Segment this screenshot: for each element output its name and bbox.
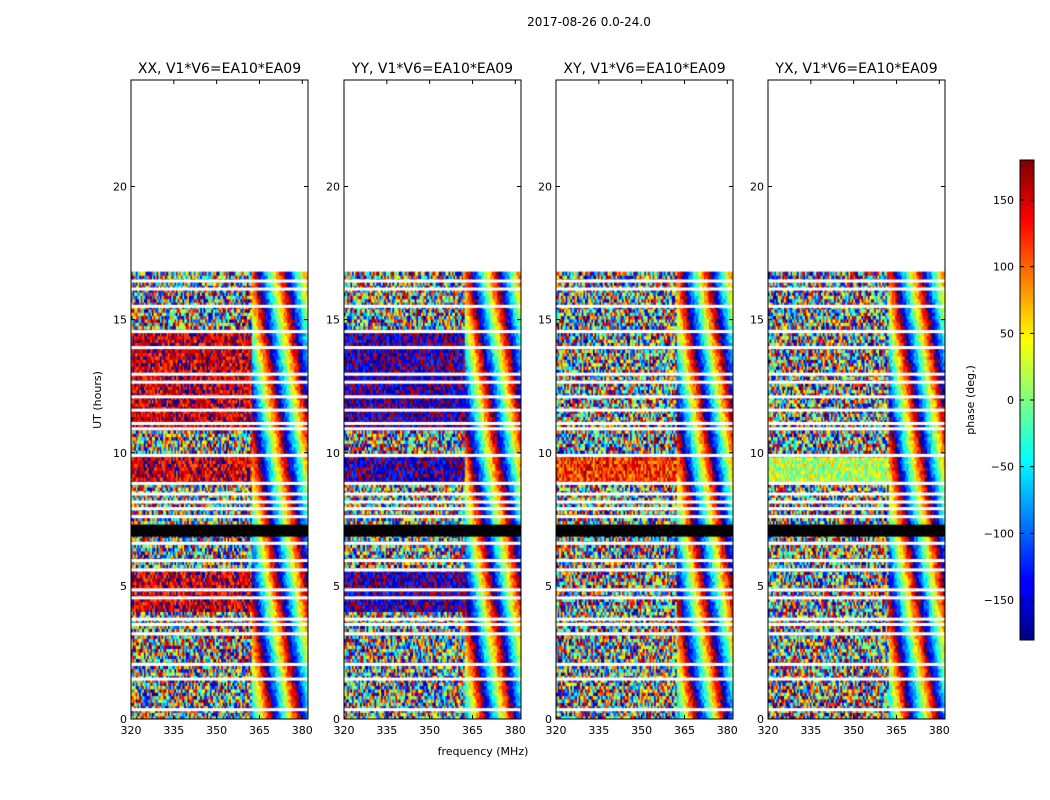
colorbar-tick-label: 0 (1007, 394, 1014, 407)
x-axis-label: frequency (MHz) (438, 745, 529, 758)
y-tick-label: 5 (757, 580, 764, 593)
colorbar-ticks: 150 100 50 0 −50 −100 −150 (984, 194, 1034, 607)
x-tick-label: 335 (163, 724, 184, 737)
panel-frame (130, 79, 309, 720)
x-tick-label: 335 (800, 724, 821, 737)
y-tick-label: 15 (113, 314, 127, 327)
colorbar: 150 100 50 0 −50 −100 −150 phase (deg.) (964, 159, 1035, 641)
panel-title: YX, V1*V6=EA10*EA09 (774, 61, 937, 77)
x-tick-label: 350 (206, 724, 227, 737)
x-tick-label: 320 (334, 724, 355, 737)
y-tick-label: 0 (545, 713, 552, 726)
phase-heatmap (131, 80, 308, 719)
colorbar-tick-label: −150 (984, 594, 1014, 607)
panel-frame (343, 79, 522, 720)
x-tick-label: 350 (843, 724, 864, 737)
colorbar-tick-label: 100 (993, 261, 1014, 274)
x-tick-label: 335 (588, 724, 609, 737)
panel-title: YY, V1*V6=EA10*EA09 (351, 61, 513, 77)
y-tick-label: 15 (750, 314, 764, 327)
panel-yx: YX, V1*V6=EA10*EA09 320 335 350 365 380 0 5 10 15… (750, 61, 950, 737)
phase-heatmap (344, 80, 521, 719)
colorbar-label: phase (deg.) (964, 365, 977, 435)
x-tick-label: 320 (121, 724, 142, 737)
panel-frame (767, 79, 946, 720)
x-tick-label: 365 (462, 724, 483, 737)
panel-title: XX, V1*V6=EA10*EA09 (138, 61, 301, 77)
y-tick-label: 15 (538, 314, 552, 327)
x-tick-label: 335 (376, 724, 397, 737)
y-tick-label: 5 (333, 580, 340, 593)
panel-xx: XX, V1*V6=EA10*EA09 320 335 350 365 380 0 5 10 15… (113, 61, 313, 737)
x-tick-label: 380 (505, 724, 526, 737)
x-tick-label: 350 (419, 724, 440, 737)
x-tick-label: 320 (546, 724, 567, 737)
colorbar-tick-label: 150 (993, 194, 1014, 207)
y-tick-label: 20 (326, 181, 340, 194)
y-tick-label: 5 (545, 580, 552, 593)
y-tick-label: 10 (113, 447, 127, 460)
y-tick-label: 10 (538, 447, 552, 460)
figure-title: 2017-08-26 0.0-24.0 (527, 15, 651, 29)
x-tick-label: 365 (249, 724, 270, 737)
y-tick-label: 15 (326, 314, 340, 327)
colorbar-tick-label: −100 (984, 527, 1014, 540)
colorbar-tick-label: −50 (991, 461, 1014, 474)
panel-frame (555, 79, 734, 720)
panels-group: XX, V1*V6=EA10*EA09 320 335 350 365 380 0 5 10 15… (113, 61, 950, 737)
x-tick-label: 380 (292, 724, 313, 737)
y-tick-label: 20 (750, 181, 764, 194)
x-tick-label: 350 (631, 724, 652, 737)
x-tick-label: 380 (929, 724, 950, 737)
y-tick-label: 10 (326, 447, 340, 460)
panel-title: XY, V1*V6=EA10*EA09 (563, 61, 725, 77)
phase-heatmap (768, 80, 945, 719)
y-tick-label: 20 (113, 181, 127, 194)
y-tick-label: 0 (333, 713, 340, 726)
y-tick-label: 5 (120, 580, 127, 593)
y-tick-label: 0 (120, 713, 127, 726)
y-tick-label: 20 (538, 181, 552, 194)
y-tick-label: 10 (750, 447, 764, 460)
panel-yy: YY, V1*V6=EA10*EA09 320 335 350 365 380 0 5 10 15… (326, 61, 526, 737)
y-tick-label: 0 (757, 713, 764, 726)
colorbar-tick-label: 50 (1000, 327, 1014, 340)
x-tick-label: 365 (674, 724, 695, 737)
x-tick-label: 320 (758, 724, 779, 737)
y-axis-label: UT (hours) (91, 371, 104, 429)
x-tick-label: 380 (717, 724, 738, 737)
phase-heatmap (556, 80, 733, 719)
panel-xy: XY, V1*V6=EA10*EA09 320 335 350 365 380 0 5 10 15… (538, 61, 738, 737)
x-tick-label: 365 (886, 724, 907, 737)
